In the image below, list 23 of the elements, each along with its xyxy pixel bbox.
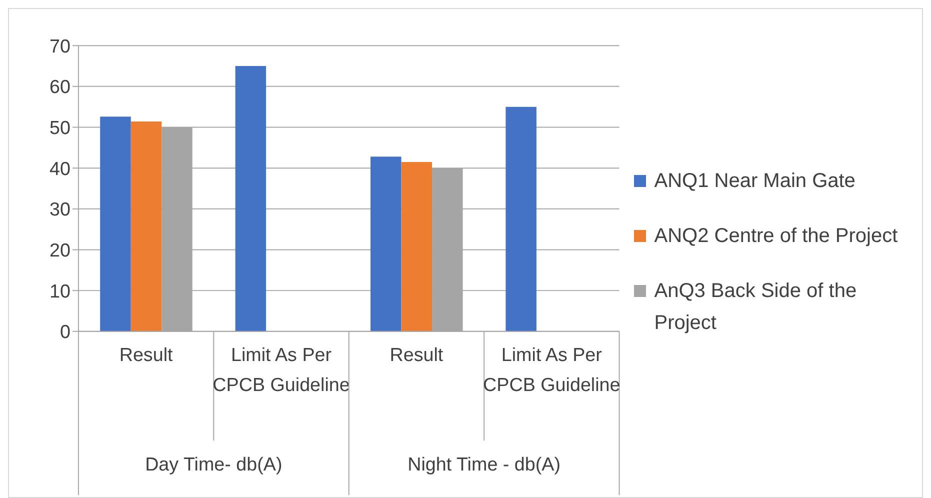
bar (100, 116, 131, 332)
text: Day Time- db(A) (145, 453, 282, 474)
y-tick-label: 20 (50, 239, 71, 260)
y-tick-label: 0 (60, 321, 71, 342)
bar (506, 106, 536, 332)
y-tick-label: 50 (50, 116, 71, 138)
y-tick-label: 40 (50, 158, 71, 179)
x-tick-label: Limit As Per CPCB Guideline (483, 344, 620, 395)
x-tick-label: Limit As Per CPCB Guideline (212, 344, 350, 395)
bar (130, 122, 162, 332)
y-tick-label: 70 (50, 35, 71, 56)
bar (370, 156, 402, 332)
x-tick-label: Result (390, 344, 444, 366)
y-tick-label: 30 (50, 198, 71, 220)
legend-label: ANQ2 Centre of the Project (654, 224, 898, 248)
legend-label: AnQ3 Back Side of the Project (654, 278, 858, 336)
bar (401, 162, 432, 332)
x-tick-label: Result (119, 344, 174, 366)
legend-label: ANQ1 Near Main Gate (654, 168, 856, 194)
y-tick-label: 60 (50, 76, 71, 98)
y-tick-label: 10 (50, 280, 71, 302)
text: Night Time - db(A) (408, 453, 561, 474)
bar (235, 66, 266, 332)
